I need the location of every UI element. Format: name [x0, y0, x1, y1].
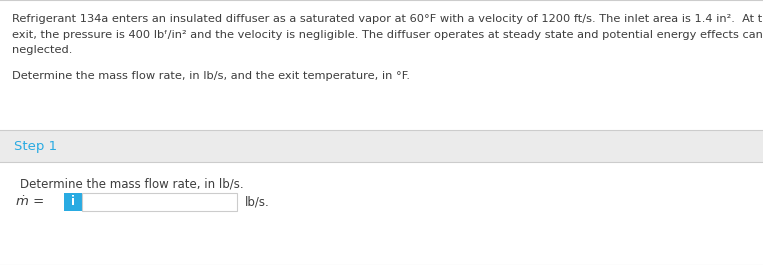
Bar [82, 193, 237, 211]
Text: neglected.: neglected. [12, 45, 72, 55]
Text: Determine the mass flow rate, in lb/s.: Determine the mass flow rate, in lb/s. [20, 178, 243, 191]
Text: exit, the pressure is 400 lbᶠ/in² and the velocity is negligible. The diffuser o: exit, the pressure is 400 lbᶠ/in² and th… [12, 29, 763, 39]
Bar [64, 193, 82, 211]
Text: lb/s.: lb/s. [245, 195, 270, 208]
Bar [0, 130, 763, 162]
Bar [0, 162, 763, 265]
Text: Determine the mass flow rate, in lb/s, and the exit temperature, in °F.: Determine the mass flow rate, in lb/s, a… [12, 71, 410, 81]
Text: Step 1: Step 1 [14, 139, 57, 153]
Bar [0, 0, 763, 130]
Text: ṁ =: ṁ = [16, 195, 44, 208]
Text: i: i [71, 195, 75, 208]
Text: Refrigerant 134a enters an insulated diffuser as a saturated vapor at 60°F with : Refrigerant 134a enters an insulated dif… [12, 14, 763, 24]
